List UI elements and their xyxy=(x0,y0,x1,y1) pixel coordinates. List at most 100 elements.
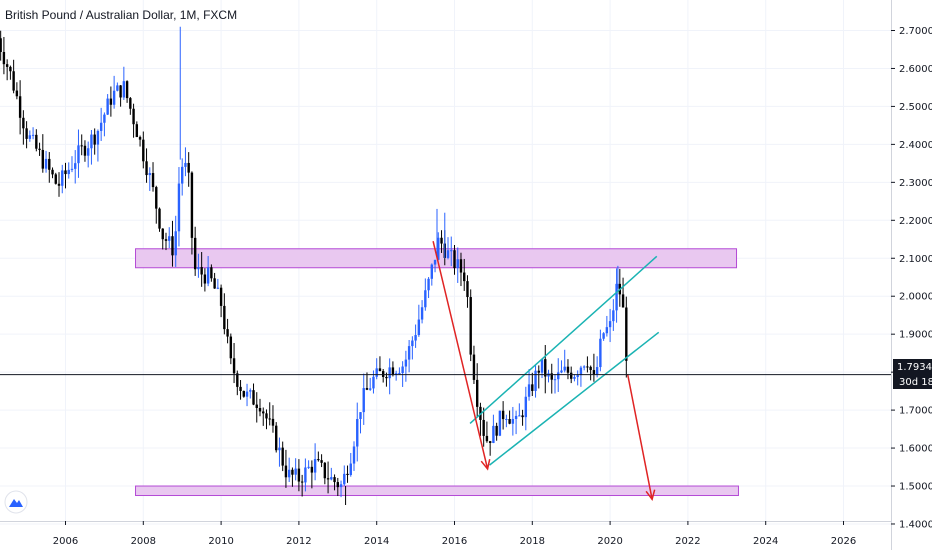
candle-body xyxy=(135,124,139,138)
last-price-badge: 1.79348 30d 18h xyxy=(893,359,932,389)
candle xyxy=(511,406,515,436)
candle-body xyxy=(109,98,113,105)
candle xyxy=(453,245,456,275)
channel-lower[interactable] xyxy=(489,331,660,466)
price-tick-label: 1.90000 xyxy=(899,330,932,341)
candle xyxy=(258,398,262,417)
candle-body xyxy=(411,340,414,347)
candle-body xyxy=(550,373,553,380)
candle-body xyxy=(223,305,226,330)
candle xyxy=(177,167,181,247)
candle-body xyxy=(226,329,229,337)
arrow-shaft xyxy=(626,373,653,500)
candle-body xyxy=(511,419,515,424)
candle-body xyxy=(589,366,592,371)
candle xyxy=(446,237,450,260)
candle xyxy=(93,128,96,155)
candle-body xyxy=(349,463,352,476)
channel-upper[interactable] xyxy=(469,255,658,424)
candle xyxy=(375,358,378,380)
candle xyxy=(313,443,317,481)
candle-body xyxy=(381,371,385,377)
candle-body xyxy=(80,145,83,147)
candle-body xyxy=(284,465,288,478)
candle-body xyxy=(330,477,333,480)
time-tick-label: 2014 xyxy=(364,536,389,547)
candle xyxy=(119,85,122,107)
candle-body xyxy=(433,259,437,265)
time-axis[interactable]: 2006 2008 2010 2012 2014 2016 2018 2020 2022 2024… xyxy=(53,521,856,547)
candle xyxy=(252,383,255,406)
candle xyxy=(148,167,151,191)
candle-body xyxy=(336,482,339,488)
candle-body xyxy=(472,354,476,380)
candle-body xyxy=(573,377,576,379)
candle xyxy=(145,148,148,183)
candle-body xyxy=(12,71,15,91)
candle xyxy=(518,403,521,417)
time-tick-label: 2020 xyxy=(597,536,622,547)
candle xyxy=(64,162,67,189)
candle-body xyxy=(232,358,236,374)
candle xyxy=(566,359,570,380)
candle-body xyxy=(498,410,502,436)
candle xyxy=(336,477,339,497)
candle-body xyxy=(362,388,365,413)
price-tick-label: 2.20000 xyxy=(899,216,932,227)
candle-body xyxy=(317,459,320,461)
candle xyxy=(531,372,534,397)
candle xyxy=(284,449,288,488)
candle xyxy=(482,407,485,447)
candle-body xyxy=(190,172,194,238)
candle xyxy=(586,356,589,373)
tradingview-logo-icon[interactable] xyxy=(4,490,28,514)
candle-body xyxy=(579,367,583,376)
candle xyxy=(155,185,158,224)
resistance-zone[interactable] xyxy=(135,248,738,269)
candle-body xyxy=(70,168,74,170)
candle-body xyxy=(304,467,307,483)
price-tick-label: 1.60000 xyxy=(899,444,932,455)
candle xyxy=(54,172,57,185)
candle-body xyxy=(372,376,375,389)
arrow-down-2020[interactable] xyxy=(626,373,656,501)
candle-body xyxy=(184,162,187,167)
candle-body xyxy=(67,169,70,175)
candle xyxy=(25,121,28,149)
candle xyxy=(158,207,161,232)
candle xyxy=(187,152,190,187)
candle xyxy=(174,215,177,267)
candle xyxy=(475,363,479,418)
time-tick-label: 2012 xyxy=(286,536,311,547)
candle-body xyxy=(508,419,511,424)
candle xyxy=(524,386,528,431)
candle xyxy=(129,97,132,115)
candle-body xyxy=(25,128,28,139)
support-zone[interactable] xyxy=(135,485,739,497)
candle xyxy=(495,422,498,441)
candle xyxy=(268,402,271,426)
price-tick-label: 1.40000 xyxy=(899,519,932,530)
candle xyxy=(330,467,333,481)
candle-body xyxy=(287,469,291,478)
arrow-down-2015[interactable] xyxy=(432,241,491,471)
price-tick-label: 1.50000 xyxy=(899,482,932,493)
candle xyxy=(142,131,145,169)
candle xyxy=(275,422,278,453)
candle xyxy=(430,263,434,286)
candle-body xyxy=(206,267,210,284)
candle xyxy=(151,162,155,192)
candle-body xyxy=(323,462,327,479)
candle-body xyxy=(213,278,216,289)
candle xyxy=(346,465,349,483)
candle-body xyxy=(200,267,203,275)
candle xyxy=(485,421,489,443)
candle xyxy=(61,164,64,194)
price-axis[interactable]: 2.70000 2.60000 2.50000 2.40000 2.30000 2.200… xyxy=(891,26,932,530)
candle xyxy=(9,65,12,80)
candle xyxy=(0,30,2,61)
candle xyxy=(326,461,330,494)
candle xyxy=(437,232,440,261)
candle-body xyxy=(229,336,233,359)
